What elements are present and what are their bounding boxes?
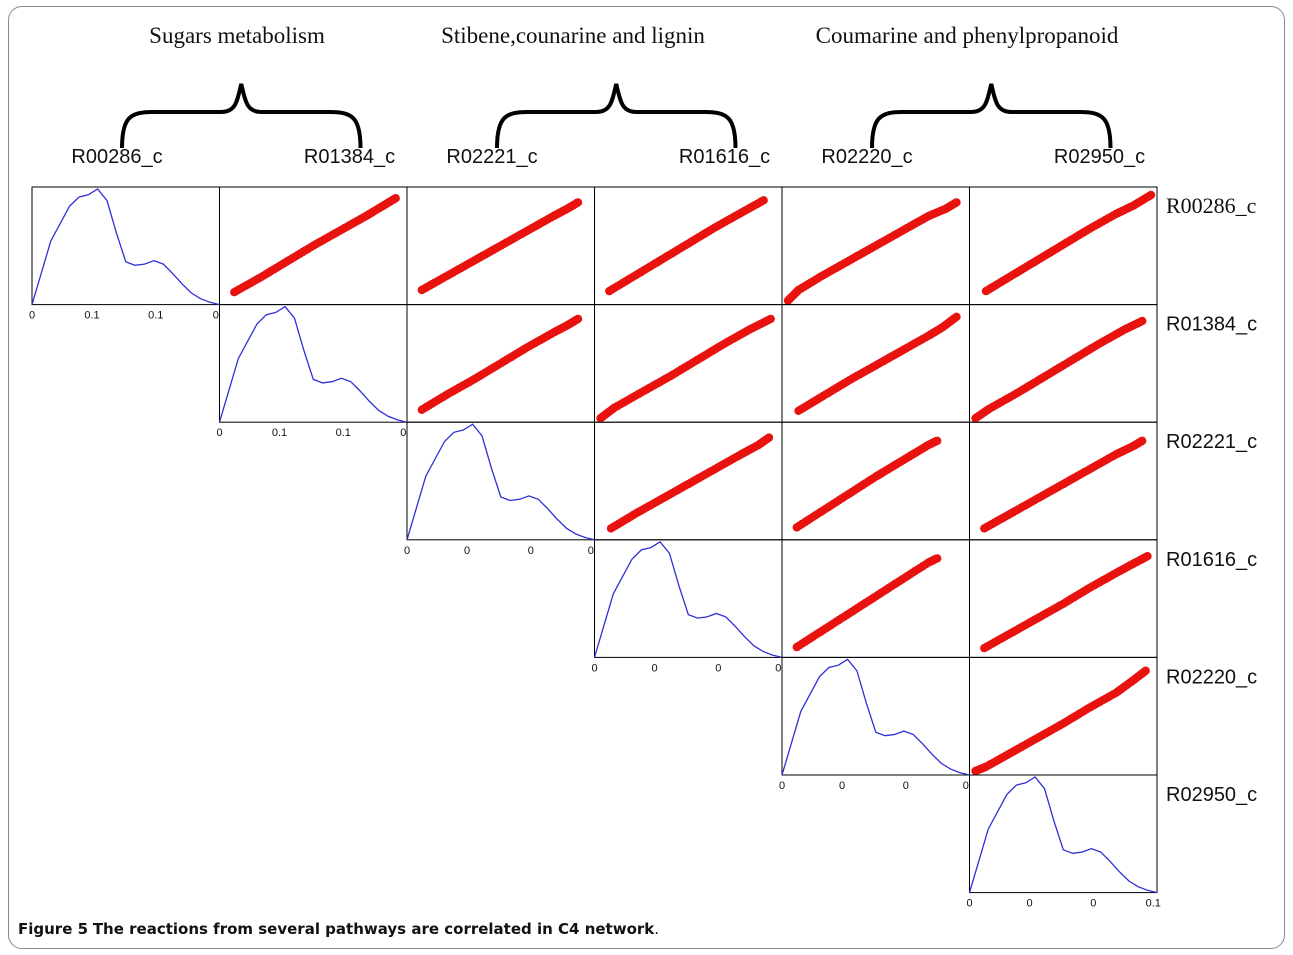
tick-label: 0 (29, 310, 35, 322)
scatter-point (1143, 552, 1152, 561)
scatter-point (1141, 666, 1150, 675)
scatter-point (391, 194, 400, 203)
tick-label: 0 (1026, 898, 1032, 910)
pathway-brace (120, 83, 363, 149)
panel-border (969, 774, 1158, 894)
column-label: R01384_c (304, 146, 395, 168)
density-curve (218, 305, 408, 423)
caption-label: Figure 5 (18, 920, 89, 938)
tick-label: 0.1 (272, 427, 287, 439)
tick-label: 0 (966, 898, 972, 910)
row-label: R00286_c (1166, 193, 1257, 218)
density-curve (968, 776, 1158, 894)
panel-border (781, 656, 970, 776)
scatter-point (759, 196, 768, 205)
column-label: R02221_c (446, 146, 537, 168)
scatter-point (933, 436, 942, 445)
pathway-title: Stibene,counarine and lignin (441, 23, 705, 48)
tick-label: 0 (216, 427, 222, 439)
scatter-point (764, 433, 774, 442)
tick-label: 0.1 (1146, 898, 1161, 910)
tick-label: 0 (779, 780, 785, 792)
scatter-point (952, 198, 961, 207)
column-label: R00286_c (71, 146, 162, 168)
panel-border (594, 539, 783, 658)
tick-label: 0 (588, 545, 594, 557)
tick-label: 0 (715, 662, 721, 674)
caption-text: The reactions from several pathways are … (92, 920, 655, 938)
pathway-title: Coumarine and phenylpropanoid (816, 23, 1119, 48)
tick-label: 0 (591, 662, 597, 674)
scatter-point (766, 314, 775, 324)
row-label: R02220_c (1166, 666, 1257, 688)
tick-label: 0 (903, 780, 909, 792)
column-label: R01616_c (679, 146, 770, 168)
tick-label: 0 (400, 427, 406, 439)
density-curve (406, 423, 595, 541)
tick-label: 0 (213, 310, 219, 322)
row-label: R02221_c (1166, 431, 1257, 453)
density-curve (781, 658, 970, 776)
column-label: R02220_c (821, 146, 912, 168)
scatter-point (573, 198, 583, 207)
scatter-point (573, 314, 583, 324)
panel-border (406, 421, 595, 541)
tick-label: 0 (404, 545, 410, 557)
pathway-title: Sugars metabolism (149, 23, 325, 48)
pathway-brace (870, 83, 1113, 149)
density-curve (593, 540, 783, 659)
scatter-point (952, 312, 961, 321)
scatter-point (1138, 316, 1147, 326)
scatter-point (933, 554, 942, 563)
panel-border (31, 186, 220, 306)
density-curve (31, 188, 220, 306)
caption-end: . (654, 920, 660, 938)
tick-label: 0.1 (84, 310, 99, 322)
panel-border (219, 304, 408, 423)
row-label: R01616_c (1166, 549, 1257, 571)
tick-label: 0 (839, 780, 845, 792)
tick-label: 0.1 (148, 310, 163, 322)
scatter-point (1146, 190, 1156, 200)
figure-caption: Figure 5 The reactions from several path… (18, 920, 659, 938)
tick-label: 0 (963, 780, 969, 792)
tick-label: 0 (528, 545, 534, 557)
pathway-brace (495, 83, 738, 149)
scatter-point (1138, 436, 1147, 445)
tick-label: 0 (464, 545, 470, 557)
tick-label: 0.1 (336, 427, 351, 439)
tick-label: 0 (775, 662, 781, 674)
tick-label: 0 (1090, 898, 1096, 910)
tick-label: 0 (651, 662, 657, 674)
row-label: R01384_c (1166, 314, 1257, 336)
column-label: R02950_c (1054, 146, 1145, 168)
row-label: R02950_c (1166, 784, 1257, 806)
